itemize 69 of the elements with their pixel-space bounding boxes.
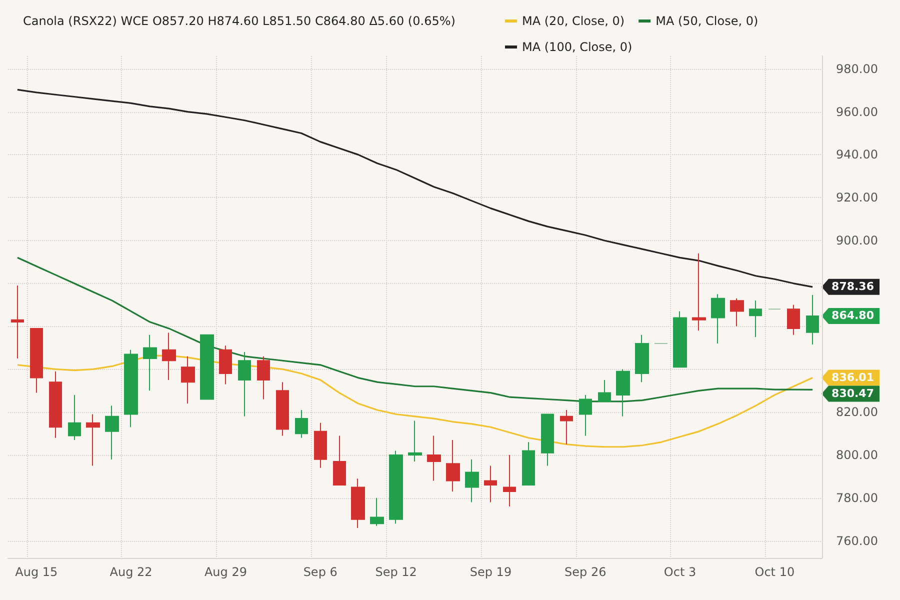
x-tick-label: Aug 15	[15, 565, 58, 579]
y-tick-label: 940.00	[836, 148, 878, 162]
y-tick-label: 980.00	[836, 62, 878, 76]
candlestick	[503, 454, 516, 508]
candlestick	[522, 442, 535, 486]
legend-label: MA (100, Close, 0)	[522, 40, 632, 54]
candlestick	[49, 370, 62, 438]
x-tick-label: Oct 3	[664, 565, 696, 579]
candlestick	[370, 497, 384, 526]
y-tick-label: 760.00	[836, 534, 878, 548]
candlestick	[181, 356, 195, 404]
candlestick	[806, 294, 819, 346]
candlestick	[333, 435, 346, 486]
candlestick	[257, 356, 270, 400]
x-tick-label: Sep 12	[375, 565, 417, 579]
line-series	[16, 256, 814, 402]
data-label: 836.01	[832, 370, 874, 384]
candlestick	[635, 334, 649, 383]
candlestick	[465, 458, 479, 503]
y-tick-label: 960.00	[836, 104, 878, 119]
candlestick	[219, 345, 232, 385]
candlestick	[427, 435, 441, 482]
x-tick-label: Sep 19	[470, 565, 512, 579]
x-tick-label: Aug 29	[204, 565, 247, 579]
x-tick-label: Oct 10	[754, 565, 795, 579]
candlestick	[68, 394, 81, 441]
candlestick	[749, 300, 762, 338]
candlestick	[314, 422, 327, 468]
y-tick-label: 820.00	[836, 405, 878, 420]
candlestick	[541, 414, 554, 466]
candlestick	[446, 440, 460, 492]
y-tick-label: 780.00	[836, 490, 878, 505]
x-tick-label: Aug 22	[110, 565, 152, 579]
candlestick	[389, 450, 403, 524]
candlestick	[276, 382, 289, 436]
y-tick-label: 800.00	[836, 448, 878, 462]
x-tick-label: Sep 6	[303, 565, 338, 579]
y-tick-label: 900.00	[836, 233, 878, 248]
candlestick	[105, 405, 119, 460]
candlestick	[408, 420, 422, 462]
candlestick	[351, 478, 365, 528]
legend-label: MA (50, Close, 0)	[656, 14, 758, 28]
candlestick	[673, 310, 687, 368]
candlestick	[692, 252, 706, 332]
chart-title: Canola (RSX22) WCE O857.20 H874.60 L851.50 C864.80 Δ5.60 (0.65%)	[23, 14, 456, 28]
candlestick	[124, 349, 138, 428]
line-series	[16, 88, 814, 288]
candlestick	[598, 379, 611, 402]
candlestick	[238, 352, 251, 417]
candlestick	[484, 465, 497, 503]
candlestick	[86, 414, 100, 466]
candlestick	[560, 409, 573, 445]
candlestick	[200, 334, 214, 400]
x-tick-label: Sep 26	[564, 565, 606, 579]
candlestick	[579, 394, 592, 436]
candlestick	[711, 294, 725, 344]
candlestick	[143, 334, 157, 392]
candlestick	[295, 409, 308, 438]
candlestick	[730, 298, 744, 327]
candlestick	[30, 328, 43, 394]
data-label: 830.47	[832, 386, 874, 400]
y-tick-label: 920.00	[836, 190, 878, 205]
data-label: 878.36	[832, 280, 874, 293]
candlestick	[616, 368, 630, 417]
text: 864.80	[832, 309, 874, 322]
candlestick	[162, 332, 176, 380]
candlestick	[787, 304, 800, 336]
candlestick	[11, 285, 24, 359]
legend-label: MA (20, Close, 0)	[522, 14, 625, 28]
